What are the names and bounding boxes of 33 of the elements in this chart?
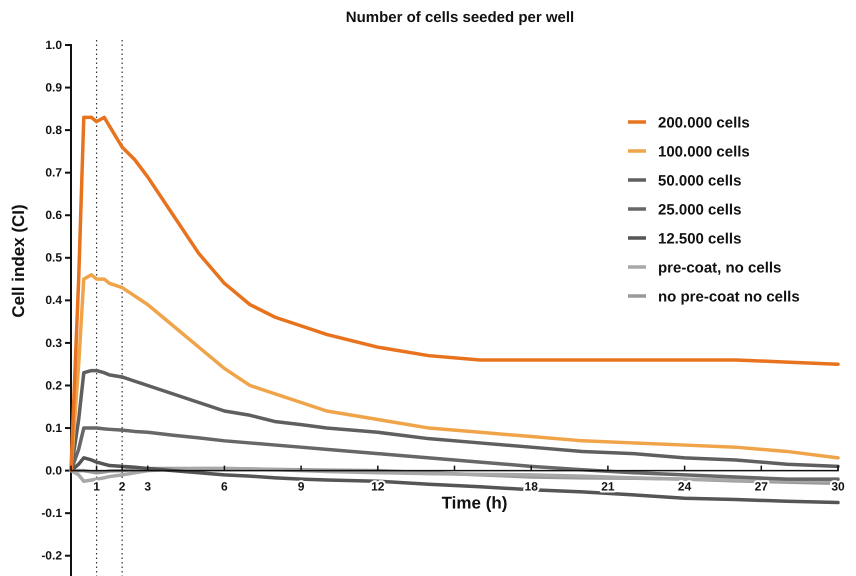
x-tick-label: 21 [601, 479, 615, 494]
x-tick-label: 9 [298, 479, 305, 494]
y-tick-label: -0.1 [41, 506, 62, 520]
y-axis-title: Cell index (CI) [9, 204, 28, 318]
x-tick-label: 2 [118, 479, 126, 494]
y-tick-label: 0.0 [45, 463, 62, 478]
y-tick-label: 0.9 [45, 80, 62, 94]
y-tick-label: -0.2 [41, 548, 62, 563]
x-axis-title: Time (h) [442, 494, 508, 513]
y-tick-label: 0.5 [45, 250, 62, 265]
legend-label: 100.000 cells [658, 144, 750, 160]
legend-label: 25.000 cells [658, 202, 742, 218]
x-tick-label: 24 [678, 479, 692, 494]
x-tick-label: 3 [144, 479, 152, 494]
legend-label: 200.000 cells [658, 114, 750, 132]
x-tick-label: 30 [831, 479, 845, 494]
x-tick-label: 27 [754, 479, 768, 494]
chart-title: Number of cells seeded per well [346, 9, 574, 26]
y-tick-label: 0.4 [45, 293, 62, 308]
y-tick-label: 0.1 [45, 420, 62, 435]
y-tick-label: 0.6 [45, 208, 62, 222]
y-tick-label: 0.3 [45, 336, 62, 350]
y-tick-label: 1.0 [45, 38, 62, 52]
legend-label: 50.000 cells [658, 172, 742, 190]
legend-label: 12.500 cells [658, 230, 742, 248]
legend-label: pre-coat, no cells [658, 260, 782, 276]
y-tick-label: 0.7 [45, 166, 62, 180]
legend-label: no pre-coat no cells [658, 288, 800, 306]
y-tick-label: 0.2 [45, 378, 62, 392]
y-tick-label: 0.8 [45, 122, 62, 137]
x-tick-label: 6 [221, 479, 228, 494]
x-tick-label: 1 [93, 479, 100, 494]
x-tick-label: 12 [371, 479, 385, 494]
